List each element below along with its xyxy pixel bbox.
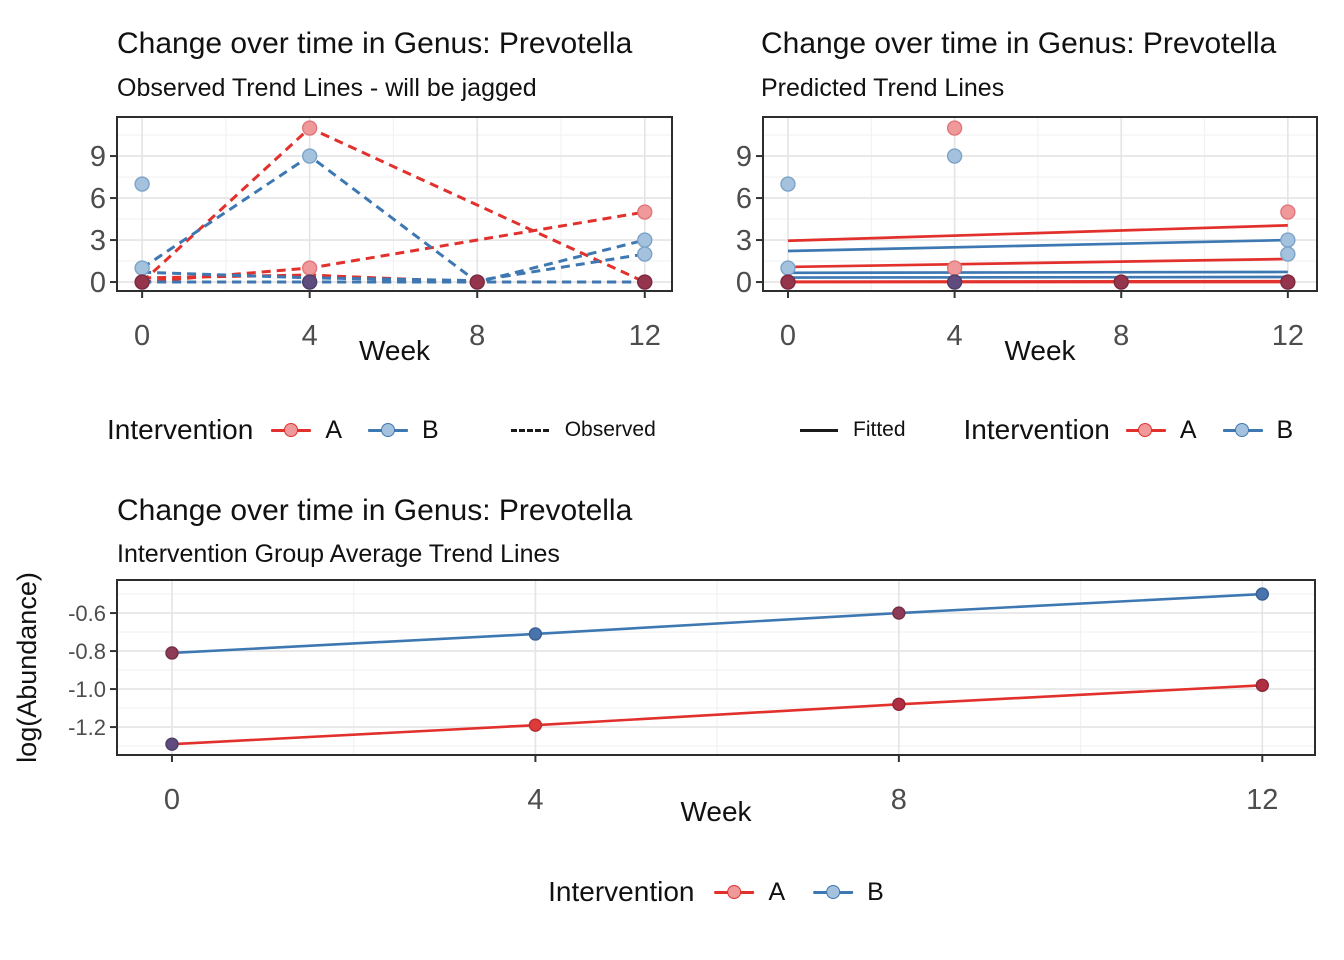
svg-text:12: 12: [1272, 320, 1304, 352]
legend-label-b: B: [422, 415, 439, 444]
svg-text:0: 0: [164, 784, 180, 816]
legend-observed-panel: Intervention A B Observed: [107, 410, 656, 450]
legend-key-a-icon: [271, 416, 312, 444]
legend-key-b-icon: [813, 878, 854, 906]
average-plot: 0 4 8 12 -0.6 -0.8 -1.0 -1.2 Week log(Abundance): [12, 572, 1316, 827]
legend-title-intervention: Intervention: [548, 876, 695, 907]
svg-text:Week: Week: [359, 335, 431, 366]
legend-key-b-icon: [1222, 416, 1263, 444]
svg-text:0: 0: [780, 320, 796, 352]
average-panel-title: Change over time in Genus: Prevotella: [117, 494, 633, 527]
svg-text:0: 0: [134, 320, 150, 352]
svg-text:-0.6: -0.6: [68, 601, 106, 626]
observed-panel-title: Change over time in Genus: Prevotella: [117, 27, 633, 60]
legend-label-b: B: [867, 877, 884, 906]
svg-text:9: 9: [90, 141, 106, 173]
legend-label-fitted: Fitted: [853, 418, 906, 441]
svg-text:3: 3: [90, 225, 106, 257]
svg-text:8: 8: [1113, 320, 1129, 352]
svg-text:8: 8: [891, 784, 907, 816]
predicted-panel-title: Change over time in Genus: Prevotella: [761, 27, 1277, 60]
svg-text:0: 0: [90, 267, 106, 299]
legend-key-observed-icon: [510, 428, 549, 432]
svg-text:12: 12: [629, 320, 661, 352]
legend-key-a-icon: [1125, 416, 1166, 444]
svg-text:-1.2: -1.2: [68, 715, 106, 740]
svg-text:-1.0: -1.0: [68, 677, 106, 702]
legend-key-fitted-icon: [800, 428, 838, 432]
legend-label-a: A: [325, 415, 343, 444]
legend-average-panel: Intervention A B: [548, 872, 884, 912]
svg-text:12: 12: [1246, 784, 1278, 816]
svg-text:8: 8: [469, 320, 485, 352]
observed-panel-subtitle: Observed Trend Lines - will be jagged: [117, 74, 537, 102]
legend-label-observed: Observed: [564, 418, 656, 441]
svg-text:6: 6: [736, 183, 752, 215]
legend-key-a-icon: [714, 878, 755, 906]
svg-text:Week: Week: [680, 796, 752, 827]
legend-label-a: A: [768, 877, 786, 906]
svg-text:6: 6: [90, 183, 106, 215]
svg-text:Week: Week: [1004, 335, 1076, 366]
legend-title-intervention: Intervention: [963, 414, 1110, 445]
legend-key-b-icon: [368, 416, 409, 444]
legend-label-b: B: [1276, 415, 1294, 444]
svg-text:4: 4: [947, 320, 963, 352]
predicted-panel-subtitle: Predicted Trend Lines: [761, 74, 1005, 102]
predicted-plot: 0 4 8 12 0 3 6 9 Week: [736, 116, 1318, 366]
legend-title-intervention: Intervention: [107, 414, 254, 445]
average-panel-subtitle: Intervention Group Average Trend Lines: [117, 540, 560, 568]
observed-plot: 0 4 8 12 0 3 6 9 Week: [90, 116, 673, 366]
svg-text:4: 4: [302, 320, 318, 352]
legend-label-a: A: [1179, 415, 1197, 444]
svg-text:0: 0: [736, 267, 752, 299]
svg-text:-0.8: -0.8: [68, 639, 106, 664]
legend-predicted-panel: Fitted Intervention A B: [800, 410, 1293, 450]
svg-text:3: 3: [736, 225, 752, 257]
svg-text:4: 4: [527, 784, 543, 816]
svg-text:9: 9: [736, 141, 752, 173]
svg-text:log(Abundance): log(Abundance): [12, 572, 42, 763]
